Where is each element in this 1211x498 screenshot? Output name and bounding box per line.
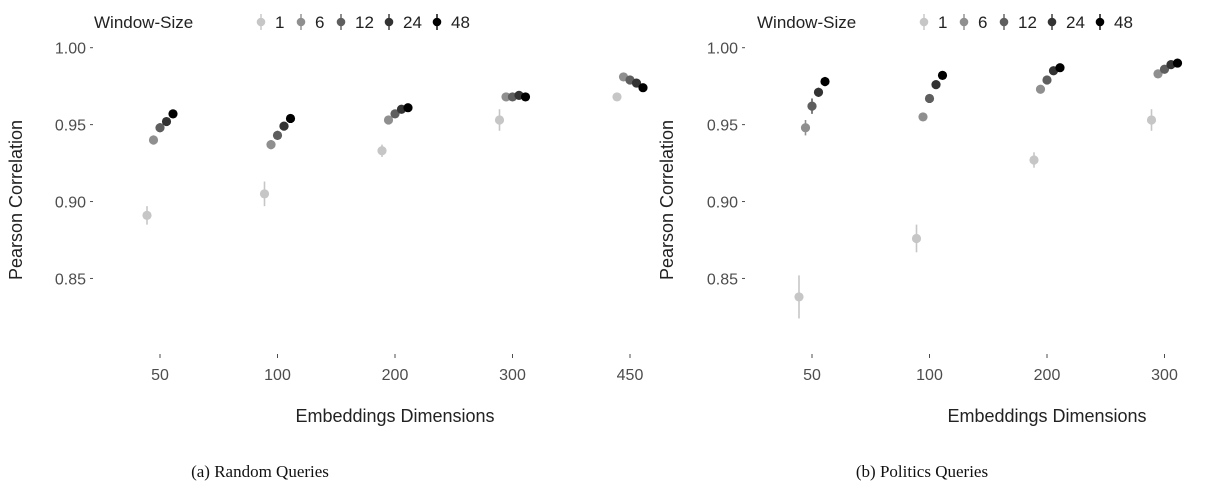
y-tick-label: 0.90 [707,195,738,212]
legend-label: 48 [1114,13,1133,32]
legend-key-point [256,17,266,27]
point-random-ws6-300 [501,92,511,102]
point-random-ws6-100 [266,140,276,150]
legend-label: 1 [275,13,284,32]
point-random-ws24-50 [161,116,172,127]
point-politics-ws48-100 [937,70,948,80]
point-random-ws1-200 [377,146,387,156]
legend-key-point [296,17,306,27]
legend-key-point [919,17,929,27]
point-random-ws1-100 [259,189,270,199]
legend-key-point [1047,17,1057,27]
point-politics-ws48-200 [1055,63,1065,73]
legend-key-point [336,17,346,27]
point-politics-ws12-100 [924,93,935,104]
caption-politics-queries: (b) Politics Queries [855,462,989,481]
legend-key-point [999,17,1009,27]
point-politics-ws1-200 [1029,155,1039,165]
legend-key-point [384,17,394,27]
point-random-ws24-100 [279,121,289,131]
y-axis-title: Pearson Correlation [657,120,677,280]
legend-label: 6 [978,13,987,32]
point-random-ws24-450 [631,78,642,88]
point-random-ws6-50 [148,135,159,145]
x-tick-label: 200 [1034,367,1061,384]
legend-key-point [1095,17,1105,27]
point-politics-ws48-50 [820,76,830,87]
point-politics-ws6-50 [800,123,811,133]
y-tick-label: 0.95 [707,118,738,135]
point-politics-ws6-100 [918,112,928,122]
point-politics-ws1-50 [794,292,804,302]
x-tick-label: 300 [499,367,526,384]
x-tick-label: 50 [803,367,821,384]
x-axis-title: Embeddings Dimensions [947,406,1146,426]
point-random-ws12-100 [272,130,283,140]
legend-label: 12 [1018,13,1037,32]
legend-label: 24 [403,13,422,32]
point-random-ws1-450 [612,92,622,102]
y-axis-title: Pearson Correlation [6,120,26,280]
point-politics-ws48-300 [1172,58,1183,68]
legend-key-point [959,17,969,27]
x-tick-label: 100 [264,367,291,384]
legend-label: 1 [938,13,947,32]
y-tick-label: 0.85 [707,271,738,288]
point-politics-ws6-300 [1153,69,1163,79]
x-tick-label: 100 [916,367,943,384]
point-politics-ws6-200 [1035,84,1046,94]
point-politics-ws1-300 [1146,115,1157,125]
point-random-ws48-200 [403,103,413,113]
point-politics-ws24-100 [931,80,941,90]
point-politics-ws12-300 [1159,64,1170,74]
legend-label: 48 [451,13,470,32]
point-random-ws6-200 [383,115,394,125]
point-random-ws48-50 [168,109,178,119]
point-politics-ws12-50 [807,101,817,111]
y-tick-label: 0.85 [55,271,86,288]
legend-key-point [432,17,442,27]
point-random-ws1-50 [142,210,152,220]
y-tick-label: 1.00 [707,41,738,58]
point-random-ws1-300 [494,115,505,125]
legend-label: 24 [1066,13,1085,32]
legend-title: Window-Size [94,13,193,32]
x-tick-label: 200 [382,367,409,384]
y-tick-label: 0.95 [55,118,86,135]
y-tick-label: 1.00 [55,41,86,58]
x-tick-label: 450 [617,367,644,384]
legend-title: Window-Size [757,13,856,32]
point-random-ws12-50 [155,123,165,133]
x-tick-label: 50 [151,367,169,384]
point-random-ws48-100 [285,113,296,124]
legend-label: 12 [355,13,374,32]
legend-label: 6 [315,13,324,32]
point-politics-ws12-200 [1042,75,1052,85]
y-tick-label: 0.90 [55,195,86,212]
x-axis-title: Embeddings Dimensions [295,406,494,426]
point-random-ws48-300 [520,92,531,102]
caption-random-queries: (a) Random Queries [191,462,329,481]
point-politics-ws1-100 [911,233,922,244]
x-tick-label: 300 [1151,367,1178,384]
point-random-ws12-200 [390,109,400,119]
point-politics-ws24-50 [813,87,824,97]
point-random-ws48-450 [638,83,648,93]
